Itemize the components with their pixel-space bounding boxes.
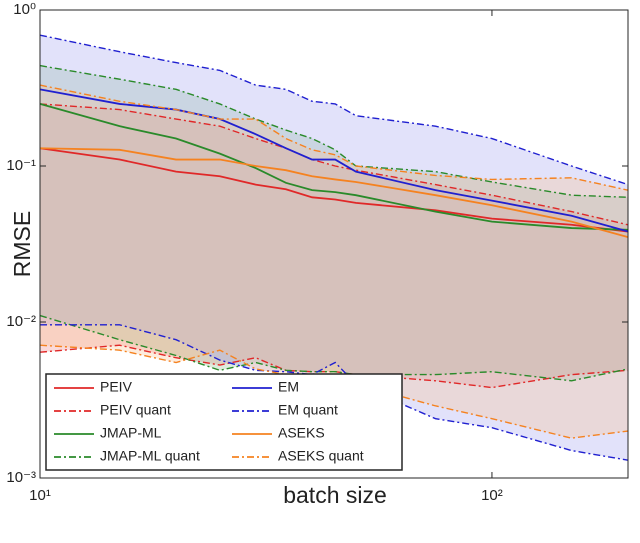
- series-line: [39, 314, 629, 382]
- legend: PEIV PEIV quant JMAP-ML JMAP-ML quant EM EM q…: [45, 373, 403, 471]
- series-line: [39, 64, 629, 199]
- legend-label: EM: [278, 379, 299, 395]
- legend-label: JMAP-ML quant: [100, 448, 200, 464]
- series-line: [39, 34, 629, 186]
- series-line: [39, 147, 629, 238]
- legend-label: ASEKS quant: [278, 448, 364, 464]
- series-line: [39, 103, 629, 226]
- x-tick-label: 10²: [481, 487, 503, 504]
- plot-frame: [39, 9, 629, 479]
- legend-label: ASEKS: [278, 425, 325, 441]
- legend-label: PEIV: [100, 379, 133, 395]
- series-line: [39, 147, 629, 233]
- legend-label: EM quant: [278, 402, 338, 418]
- legend-label: JMAP-ML: [100, 425, 162, 441]
- x-axis-label: batch size: [283, 482, 387, 508]
- legend-label: PEIV quant: [100, 402, 171, 418]
- y-tick-label: 10⁰: [13, 1, 36, 18]
- series-line: [39, 84, 629, 191]
- y-axis-label: RMSE: [9, 211, 35, 277]
- y-tick-label: 10⁻²: [6, 313, 36, 330]
- quantile-band: [40, 103, 628, 388]
- series-line: [39, 344, 629, 389]
- y-tick-label: 10⁻¹: [6, 157, 36, 174]
- series-line: [39, 103, 629, 231]
- quantile-band: [40, 65, 628, 381]
- y-tick-label: 10⁻³: [6, 469, 36, 486]
- legend-box: [45, 373, 403, 471]
- x-tick-label: 10¹: [29, 487, 51, 504]
